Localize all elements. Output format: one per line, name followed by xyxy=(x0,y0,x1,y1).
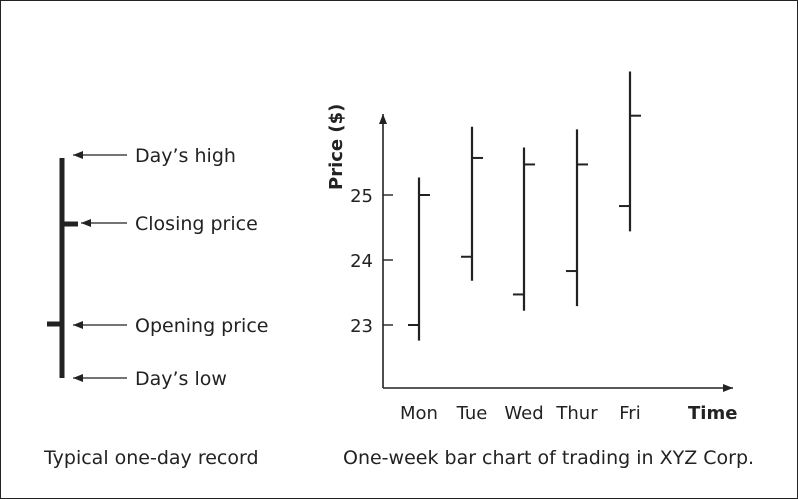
x-category-label: Tue xyxy=(456,403,488,424)
ohlc-bar-tue xyxy=(461,126,483,281)
one-day-record-diagram: Day’s high Closing price Opening price D… xyxy=(43,145,268,469)
y-tick-label: 25 xyxy=(350,186,373,207)
weekly-bar-chart: Price ($) Time 23 24 25 Mon Tue Wed Thur Fri O… xyxy=(326,71,754,469)
ohlc-bar-fri xyxy=(619,71,641,232)
label-closing-price: Closing price xyxy=(135,213,258,235)
label-opening-price: Opening price xyxy=(135,315,268,337)
x-category-label: Mon xyxy=(400,403,438,424)
y-axis-title: Price ($) xyxy=(326,104,347,190)
x-category-label: Thur xyxy=(555,403,598,424)
y-tick-label: 24 xyxy=(350,251,373,272)
ohlc-bar-mon xyxy=(408,177,430,341)
y-tick-label: 23 xyxy=(350,316,373,337)
x-category-labels: Mon Tue Wed Thur Fri xyxy=(400,403,641,424)
x-axis-title: Time xyxy=(688,403,737,424)
ohlc-bars xyxy=(408,71,641,341)
label-days-high: Day’s high xyxy=(135,145,236,167)
ohlc-bar-wed xyxy=(513,147,535,311)
ohlc-bar-thur xyxy=(566,129,588,307)
chart-caption: One-week bar chart of trading in XYZ Cor… xyxy=(343,447,754,469)
label-days-low: Day’s low xyxy=(135,368,227,390)
left-caption: Typical one-day record xyxy=(43,447,259,469)
x-category-label: Fri xyxy=(619,403,640,424)
x-category-label: Wed xyxy=(504,403,543,424)
y-ticks: 23 24 25 xyxy=(350,186,393,337)
